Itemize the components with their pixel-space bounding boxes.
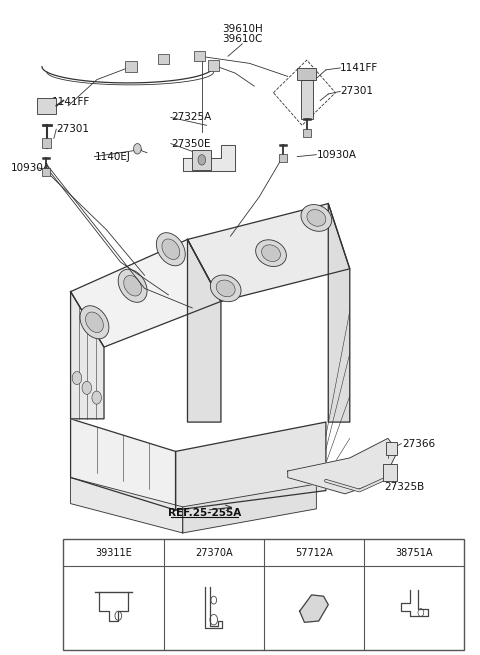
Text: 1141FF: 1141FF: [340, 63, 378, 73]
Text: 39311E: 39311E: [95, 548, 132, 557]
Bar: [279, 154, 287, 162]
Ellipse shape: [162, 239, 180, 259]
Polygon shape: [176, 422, 326, 510]
Bar: [303, 129, 311, 137]
Circle shape: [133, 143, 141, 154]
Text: 57712A: 57712A: [295, 548, 333, 557]
Polygon shape: [288, 438, 397, 494]
Ellipse shape: [124, 276, 142, 296]
Ellipse shape: [262, 245, 280, 261]
Ellipse shape: [256, 240, 287, 267]
Bar: [301, 80, 313, 119]
Polygon shape: [71, 240, 221, 347]
Bar: [42, 138, 51, 148]
Polygon shape: [328, 204, 350, 422]
Polygon shape: [183, 484, 316, 533]
Text: 27366: 27366: [402, 439, 435, 449]
Ellipse shape: [216, 280, 235, 297]
Bar: [63, 540, 464, 650]
Text: 1141FF: 1141FF: [51, 98, 90, 107]
Circle shape: [92, 391, 101, 404]
Bar: [125, 62, 137, 72]
Text: 27350E: 27350E: [171, 139, 210, 149]
Ellipse shape: [307, 210, 326, 226]
Bar: [297, 68, 316, 80]
Ellipse shape: [118, 269, 147, 303]
Ellipse shape: [80, 306, 109, 339]
Polygon shape: [183, 145, 235, 171]
Circle shape: [198, 155, 205, 165]
Circle shape: [82, 381, 92, 394]
Bar: [42, 168, 49, 176]
Polygon shape: [300, 595, 328, 622]
Text: 27301: 27301: [56, 124, 89, 134]
Polygon shape: [71, 291, 104, 419]
Bar: [208, 60, 219, 71]
Text: 27325B: 27325B: [384, 482, 425, 493]
Bar: [194, 51, 205, 62]
Text: 27325A: 27325A: [171, 113, 211, 122]
Text: REF.25-255A: REF.25-255A: [168, 508, 241, 518]
Polygon shape: [71, 477, 183, 533]
Bar: [158, 54, 169, 64]
Polygon shape: [71, 419, 176, 510]
Ellipse shape: [85, 312, 103, 333]
Circle shape: [72, 371, 82, 384]
Ellipse shape: [210, 275, 241, 302]
Ellipse shape: [156, 233, 185, 266]
Bar: [385, 441, 397, 455]
Ellipse shape: [301, 204, 332, 231]
Text: 10930A: 10930A: [11, 162, 51, 173]
Text: 10930A: 10930A: [316, 149, 356, 160]
Bar: [192, 150, 211, 170]
Bar: [383, 464, 397, 481]
Bar: [37, 98, 56, 113]
Text: 38751A: 38751A: [396, 548, 433, 557]
Text: 27301: 27301: [340, 86, 373, 96]
Polygon shape: [188, 204, 350, 301]
Text: 39610C: 39610C: [222, 34, 263, 44]
Text: 27370A: 27370A: [195, 548, 233, 557]
Text: 1140EJ: 1140EJ: [95, 151, 131, 162]
Text: 39610H: 39610H: [222, 24, 263, 34]
Polygon shape: [188, 240, 221, 422]
